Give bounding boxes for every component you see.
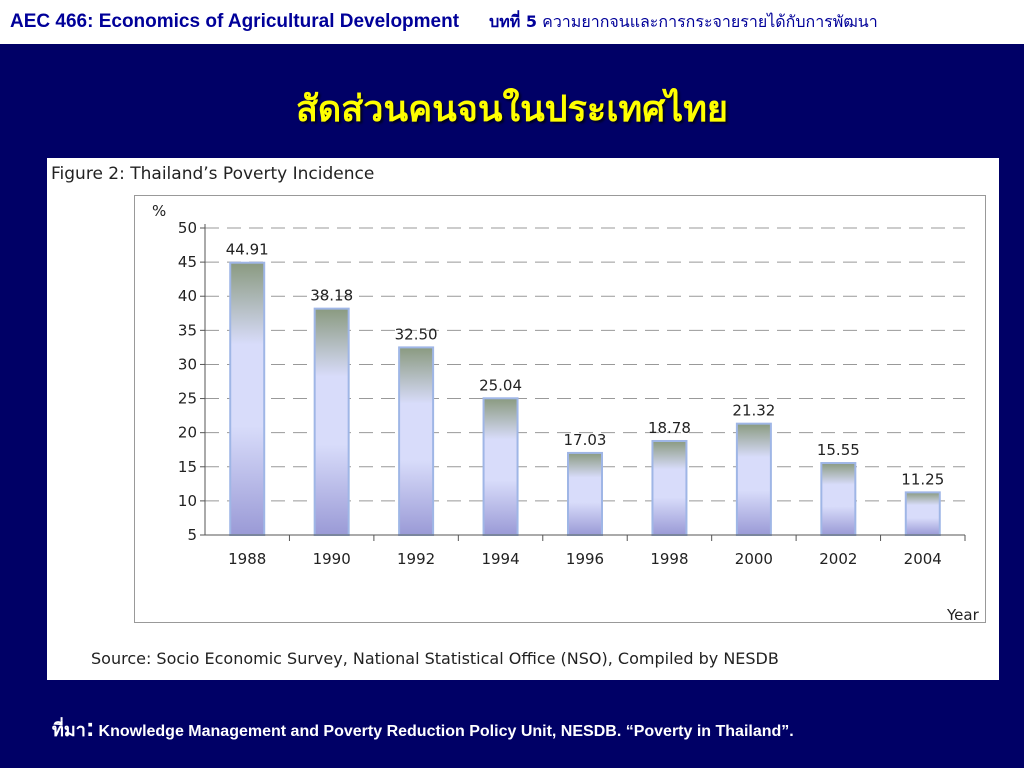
- figure-title: Figure 2: Thailand’s Poverty Incidence: [51, 164, 375, 184]
- y-tick-label: 20: [178, 424, 197, 442]
- chapter-number: บทที่ 5: [489, 11, 538, 31]
- value-label-2004: 11.25: [901, 470, 944, 488]
- x-tick-label-2002: 2002: [819, 550, 857, 568]
- bar-1994: [482, 397, 519, 536]
- chapter-heading: บทที่ 5 ความยากจนและการกระจายรายได้กับกา…: [489, 10, 878, 35]
- bar-1996: [567, 451, 603, 537]
- y-tick-label: 10: [178, 492, 197, 510]
- axes: % Year 5 10 15 20 25 30 35 40 45 50 1988 1990 1992 19…: [152, 202, 980, 622]
- value-label-1996: 17.03: [564, 431, 607, 449]
- bar-1998: [651, 439, 688, 536]
- y-tick-label: 35: [178, 321, 197, 339]
- bar-2000: [735, 422, 772, 536]
- figure-panel: Figure 2: Thailand’s Poverty Incidence 4…: [47, 158, 999, 680]
- y-tick-label: 50: [178, 219, 197, 237]
- slide-header: AEC 466: Economics of Agricultural Devel…: [0, 0, 1024, 44]
- slide-title: สัดส่วนคนจนในประเทศไทย: [295, 89, 729, 130]
- chart-frame: 44.91 38.18 32.50 25.04 17.03 18.78 21.32 15.55…: [134, 195, 986, 623]
- course-title: AEC 466: Economics of Agricultural Devel…: [10, 11, 460, 32]
- x-tick-label-1998: 1998: [650, 550, 688, 568]
- source-citation: ที่มา: Knowledge Management and Poverty R…: [52, 712, 1012, 744]
- value-label-1988: 44.91: [226, 241, 269, 259]
- value-label-1990: 38.18: [310, 287, 353, 305]
- value-label-1992: 32.50: [395, 325, 438, 343]
- bar-1990: [313, 307, 350, 536]
- figure-source: Source: Socio Economic Survey, National …: [91, 649, 779, 668]
- bar-1992: [398, 346, 435, 536]
- y-tick-label: 25: [178, 390, 197, 408]
- source-label: ที่มา: [52, 720, 86, 741]
- x-tick-label-1988: 1988: [228, 550, 266, 568]
- poverty-bar-chart: 44.91 38.18 32.50 25.04 17.03 18.78 21.32 15.55…: [152, 202, 980, 622]
- value-label-2002: 15.55: [817, 441, 860, 459]
- y-tick-label: 15: [178, 458, 197, 476]
- x-tick-label-1992: 1992: [397, 550, 435, 568]
- bar-2002: [820, 462, 857, 536]
- bar-1988: [229, 261, 266, 537]
- y-tick-label: 40: [178, 287, 197, 305]
- bars: 44.91 38.18 32.50 25.04 17.03 18.78 21.32 15.55…: [226, 241, 944, 537]
- y-tick-label: 5: [187, 526, 197, 544]
- y-tick-label: 45: [178, 253, 197, 271]
- x-tick-label-2000: 2000: [735, 550, 773, 568]
- y-tick-label: 30: [178, 355, 197, 373]
- y-axis-label: %: [152, 202, 166, 220]
- chapter-title: ความยากจนและการกระจายรายได้กับการพัฒนา: [542, 11, 878, 31]
- x-tick-label-2004: 2004: [904, 550, 942, 568]
- x-tick-label-1996: 1996: [566, 550, 604, 568]
- value-label-1998: 18.78: [648, 419, 691, 437]
- value-label-1994: 25.04: [479, 376, 522, 394]
- value-label-2000: 21.32: [732, 402, 775, 420]
- source-text: Knowledge Management and Poverty Reducti…: [98, 723, 794, 740]
- source-colon: :: [85, 712, 95, 742]
- x-tick-label-1994: 1994: [481, 550, 519, 568]
- bar-2004: [904, 491, 941, 537]
- x-axis-label: Year: [946, 606, 980, 622]
- x-tick-label-1990: 1990: [313, 550, 351, 568]
